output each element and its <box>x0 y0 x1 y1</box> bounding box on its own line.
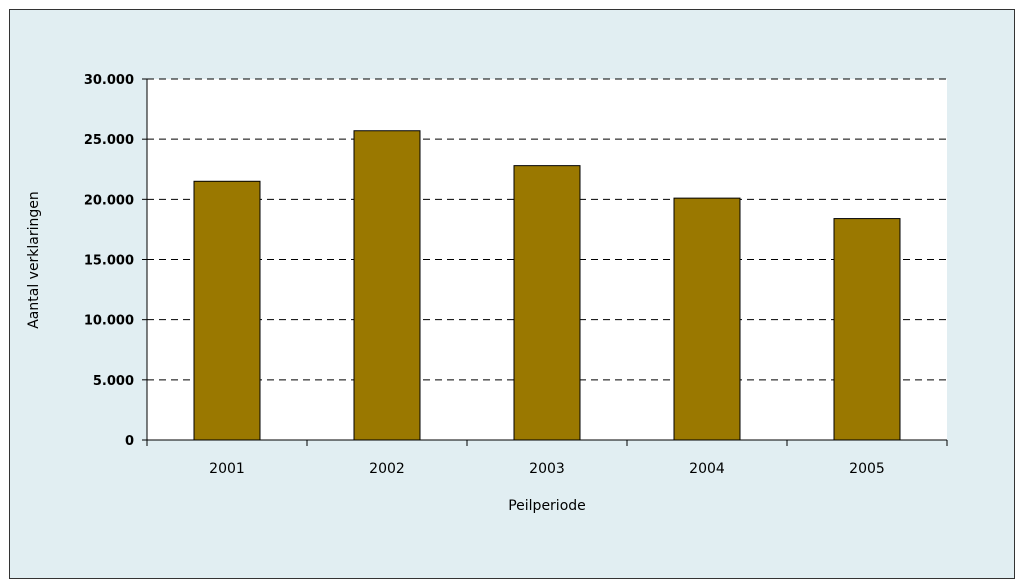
y-tick-label: 10.000 <box>84 314 134 329</box>
x-tick-label: 2002 <box>369 461 405 477</box>
bar-2002 <box>353 130 421 441</box>
y-tick-label: 5.000 <box>93 374 134 389</box>
bar-2005 <box>833 218 901 441</box>
y-tick-label: 25.000 <box>84 133 134 148</box>
y-axis-title: Aantal verklaringen <box>26 191 42 329</box>
x-tick-label: 2001 <box>209 461 245 477</box>
y-tick-label: 30.000 <box>84 73 134 88</box>
bar-2001 <box>193 180 261 441</box>
y-tick-label: 15.000 <box>84 254 134 269</box>
x-tick-label: 2004 <box>689 461 725 477</box>
x-ticks: 2001 2002 2003 2004 2005 <box>146 440 948 477</box>
bar-2003 <box>513 165 581 441</box>
x-axis-title: Peilperiode <box>508 498 586 514</box>
y-ticks: 0 5.000 10.000 15.000 20.000 25.000 30.000 <box>84 73 147 449</box>
x-tick-label: 2003 <box>529 461 565 477</box>
y-tick-label: 0 <box>125 434 134 449</box>
bar-2004 <box>673 197 741 441</box>
bars <box>193 130 901 441</box>
y-tick-label: 20.000 <box>84 193 134 208</box>
x-tick-label: 2005 <box>849 461 885 477</box>
